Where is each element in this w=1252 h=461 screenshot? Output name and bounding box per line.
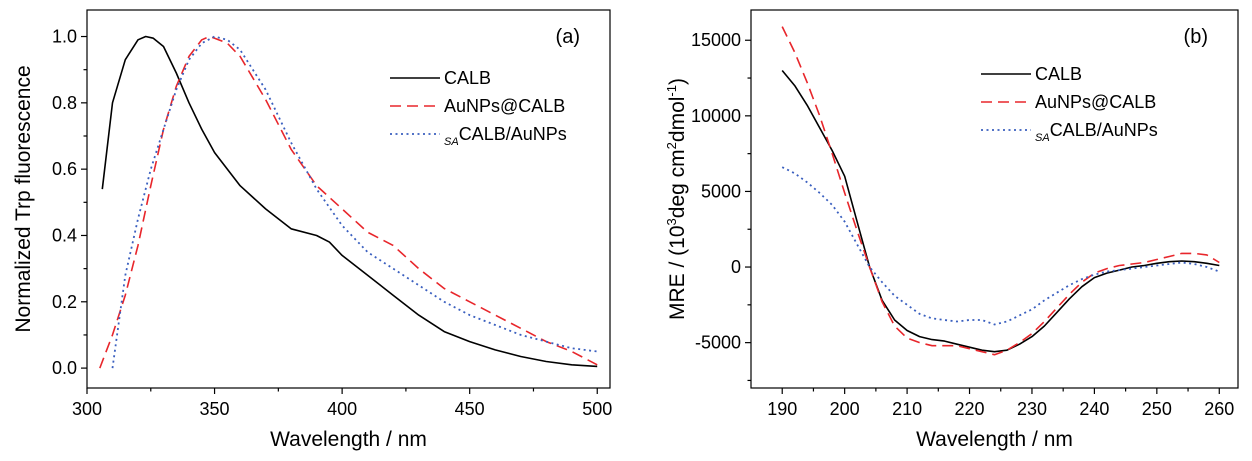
y-axis-title-superscript: -1 <box>664 85 679 97</box>
legend-label-1: CALB <box>444 68 491 88</box>
legend-label-2: AuNPs@CALB <box>1035 92 1156 112</box>
y-tick-label: 0.6 <box>52 159 77 179</box>
series-line-1 <box>781 69 1220 353</box>
series-line-2 <box>99 35 598 369</box>
chart-panel-b: 190 200 210 220 230 240 250 260 -5000 0 5000 10000 1… <box>664 9 1239 451</box>
y-tick-label: 0.2 <box>52 292 77 312</box>
y-tick-label: 5000 <box>701 181 741 201</box>
plot-frame <box>750 9 1239 389</box>
y-axis-title-part: deg cm <box>666 149 689 218</box>
y-axis-title-part: MRE / (10 <box>666 225 689 320</box>
x-tick-label: 250 <box>1142 399 1172 419</box>
y-tick-label: -5000 <box>695 333 741 353</box>
legend-label-2: AuNPs@CALB <box>444 96 565 116</box>
legend-name: CALB/AuNPs <box>459 124 567 144</box>
series-line-2 <box>781 26 1220 356</box>
x-tick-label: 350 <box>200 399 230 419</box>
x-tick-label: 210 <box>892 399 922 419</box>
y-tick-label: 0.8 <box>52 93 77 113</box>
x-tick-label: 200 <box>830 399 860 419</box>
chart-panel-a: 300 350 400 450 500 0.0 0.2 0.4 0.6 0.8 1.0 Wavelen… <box>12 9 612 451</box>
y-tick-label: 10000 <box>691 106 741 126</box>
y-axis-title-superscript: 2 <box>664 142 679 149</box>
y-tick-label: 15000 <box>691 30 741 50</box>
y-axis-title: MRE / (103deg cm2dmol-1) <box>664 78 689 320</box>
y-tick-label: 0.4 <box>52 225 77 245</box>
y-axis-title-part: ) <box>666 78 689 85</box>
y-axis-title-part: dmol <box>666 97 689 143</box>
legend-label-1: CALB <box>1035 64 1082 84</box>
x-tick-label: 450 <box>455 399 485 419</box>
legend-name: CALB/AuNPs <box>1050 120 1158 140</box>
y-tick-label: 0.0 <box>52 358 77 378</box>
x-axis-title: Wavelength / nm <box>270 428 427 451</box>
x-tick-label: 220 <box>955 399 985 419</box>
plot-frame <box>86 9 611 389</box>
x-tick-label: 300 <box>72 399 102 419</box>
x-tick-label: 190 <box>767 399 797 419</box>
series-line-3 <box>111 35 598 369</box>
legend-label-3: SACALB/AuNPs <box>1035 120 1158 144</box>
legend-label-3: SACALB/AuNPs <box>444 124 567 148</box>
series-line-1 <box>101 35 598 368</box>
x-tick-label: 400 <box>327 399 357 419</box>
y-axis-title-superscript: 3 <box>664 218 679 225</box>
x-axis-title: Wavelength / nm <box>916 428 1073 451</box>
x-tick-label: 230 <box>1017 399 1047 419</box>
legend-subscript: SA <box>1035 132 1050 144</box>
legend-subscript: SA <box>444 136 459 148</box>
panel-label: (b) <box>1184 26 1208 48</box>
x-tick-label: 240 <box>1079 399 1109 419</box>
series-line-3 <box>781 166 1220 326</box>
x-tick-label: 260 <box>1204 399 1234 419</box>
y-tick-label: 1.0 <box>52 27 77 47</box>
x-tick-label: 500 <box>582 399 612 419</box>
y-tick-label: 0 <box>731 257 741 277</box>
y-axis-title: Normalized Trp fluorescence <box>12 65 35 332</box>
panel-label: (a) <box>556 26 580 48</box>
